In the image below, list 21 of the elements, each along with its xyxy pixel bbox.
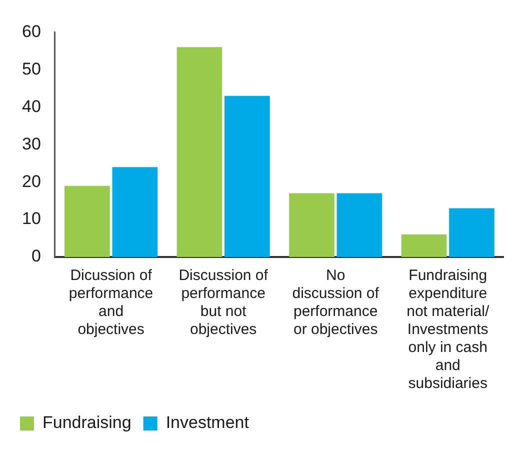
y-tick-label: 50 [22, 59, 41, 78]
y-tick-label: 0 [31, 246, 41, 266]
bar [336, 193, 382, 257]
y-tick-label: 40 [22, 96, 41, 116]
bar [289, 193, 334, 257]
legend-label: Investment [166, 413, 250, 432]
bar [112, 167, 158, 257]
legend-label: Fundraising [42, 413, 132, 432]
x-tick-label: No discussion of performance or objectives [292, 267, 380, 338]
y-tick-label: 60 [22, 22, 41, 41]
y-tick-label: 20 [22, 172, 41, 191]
x-tick-label: Discussion of performance but not objectives [178, 267, 269, 338]
x-tick-label: Dicussion of performance and objectives [68, 267, 154, 338]
bar [176, 47, 222, 257]
bar [449, 208, 494, 257]
bar [224, 96, 270, 257]
bar [401, 234, 447, 257]
y-tick-label: 30 [22, 134, 41, 154]
bar [64, 186, 110, 257]
y-tick-label: 10 [22, 209, 41, 228]
x-tick-label: Fundraising expenditure not material/ Investments only in cash and subsidiaries [406, 267, 490, 392]
